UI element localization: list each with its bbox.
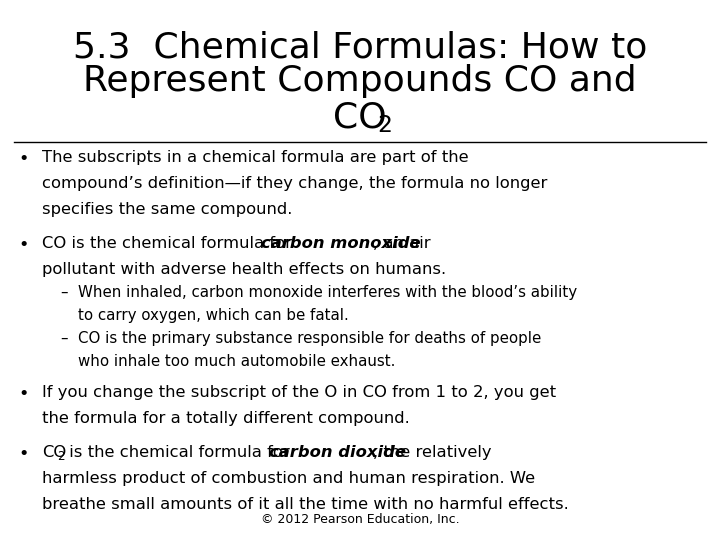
Text: •: • <box>18 385 28 403</box>
Text: is the chemical formula for: is the chemical formula for <box>64 445 295 460</box>
Text: carbon dioxide: carbon dioxide <box>269 445 406 460</box>
Text: If you change the subscript of the O in CO from 1 to 2, you get: If you change the subscript of the O in … <box>42 385 556 400</box>
Text: © 2012 Pearson Education, Inc.: © 2012 Pearson Education, Inc. <box>261 513 459 526</box>
Text: the formula for a totally different compound.: the formula for a totally different comp… <box>42 411 410 426</box>
Text: •: • <box>18 236 28 254</box>
Text: , an air: , an air <box>373 236 431 251</box>
Text: When inhaled, carbon monoxide interferes with the blood’s ability: When inhaled, carbon monoxide interferes… <box>78 285 577 300</box>
Text: •: • <box>18 150 28 168</box>
Text: 2: 2 <box>57 450 65 463</box>
Text: 5.3  Chemical Formulas: How to: 5.3 Chemical Formulas: How to <box>73 30 647 64</box>
Text: compound’s definition—if they change, the formula no longer: compound’s definition—if they change, th… <box>42 176 547 191</box>
Text: CO: CO <box>42 445 66 460</box>
Text: 2: 2 <box>377 114 392 137</box>
Text: CO is the chemical formula for: CO is the chemical formula for <box>42 236 297 251</box>
Text: CO: CO <box>333 100 387 134</box>
Text: harmless product of combustion and human respiration. We: harmless product of combustion and human… <box>42 471 535 486</box>
Text: pollutant with adverse health effects on humans.: pollutant with adverse health effects on… <box>42 262 446 277</box>
Text: •: • <box>18 445 28 463</box>
Text: specifies the same compound.: specifies the same compound. <box>42 202 292 217</box>
Text: , the relatively: , the relatively <box>374 445 492 460</box>
Text: CO is the primary substance responsible for deaths of people: CO is the primary substance responsible … <box>78 331 541 346</box>
Text: –: – <box>60 285 68 300</box>
Text: –: – <box>60 331 68 346</box>
Text: carbon monoxide: carbon monoxide <box>261 236 421 251</box>
Text: The subscripts in a chemical formula are part of the: The subscripts in a chemical formula are… <box>42 150 469 165</box>
Text: breathe small amounts of it all the time with no harmful effects.: breathe small amounts of it all the time… <box>42 497 569 512</box>
Text: who inhale too much automobile exhaust.: who inhale too much automobile exhaust. <box>78 354 395 369</box>
Text: to carry oxygen, which can be fatal.: to carry oxygen, which can be fatal. <box>78 308 348 323</box>
Text: Represent Compounds CO and: Represent Compounds CO and <box>84 64 636 98</box>
